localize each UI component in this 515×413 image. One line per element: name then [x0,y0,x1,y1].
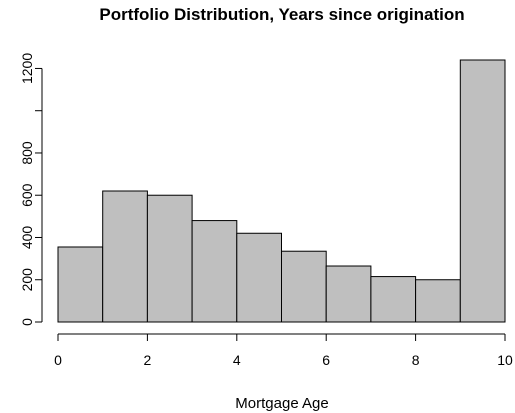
x-tick-label: 4 [233,352,241,368]
histogram-bar [370,276,417,323]
bars-group [57,59,506,323]
y-tick-label: 600 [19,183,35,207]
histogram-bar [102,190,148,323]
chart-title: Portfolio Distribution, Years since orig… [99,5,464,24]
histogram-bar [281,250,327,323]
y-tick-label: 1200 [19,53,35,84]
y-axis: 0 200 400 600 800 1200 [19,53,43,326]
histogram-bar [236,232,283,323]
histogram-bar [325,265,372,323]
histogram-bar [57,246,104,323]
x-tick-label: 10 [497,352,513,368]
y-tick-label: 200 [19,268,35,292]
x-axis-label: Mortgage Age [235,395,328,412]
y-tick-label: 800 [19,141,35,165]
x-tick-label: 0 [54,352,62,368]
histogram-bar [146,194,193,323]
histogram-bar [459,59,506,323]
x-tick-label: 6 [322,352,330,368]
histogram-bar [415,279,461,323]
x-tick-label: 2 [144,352,152,368]
y-tick-label: 0 [19,318,35,326]
x-tick-label: 8 [412,352,420,368]
x-axis: 0 2 4 6 8 10 [54,333,513,368]
histogram-bar [191,220,238,323]
y-tick-label: 400 [19,226,35,250]
